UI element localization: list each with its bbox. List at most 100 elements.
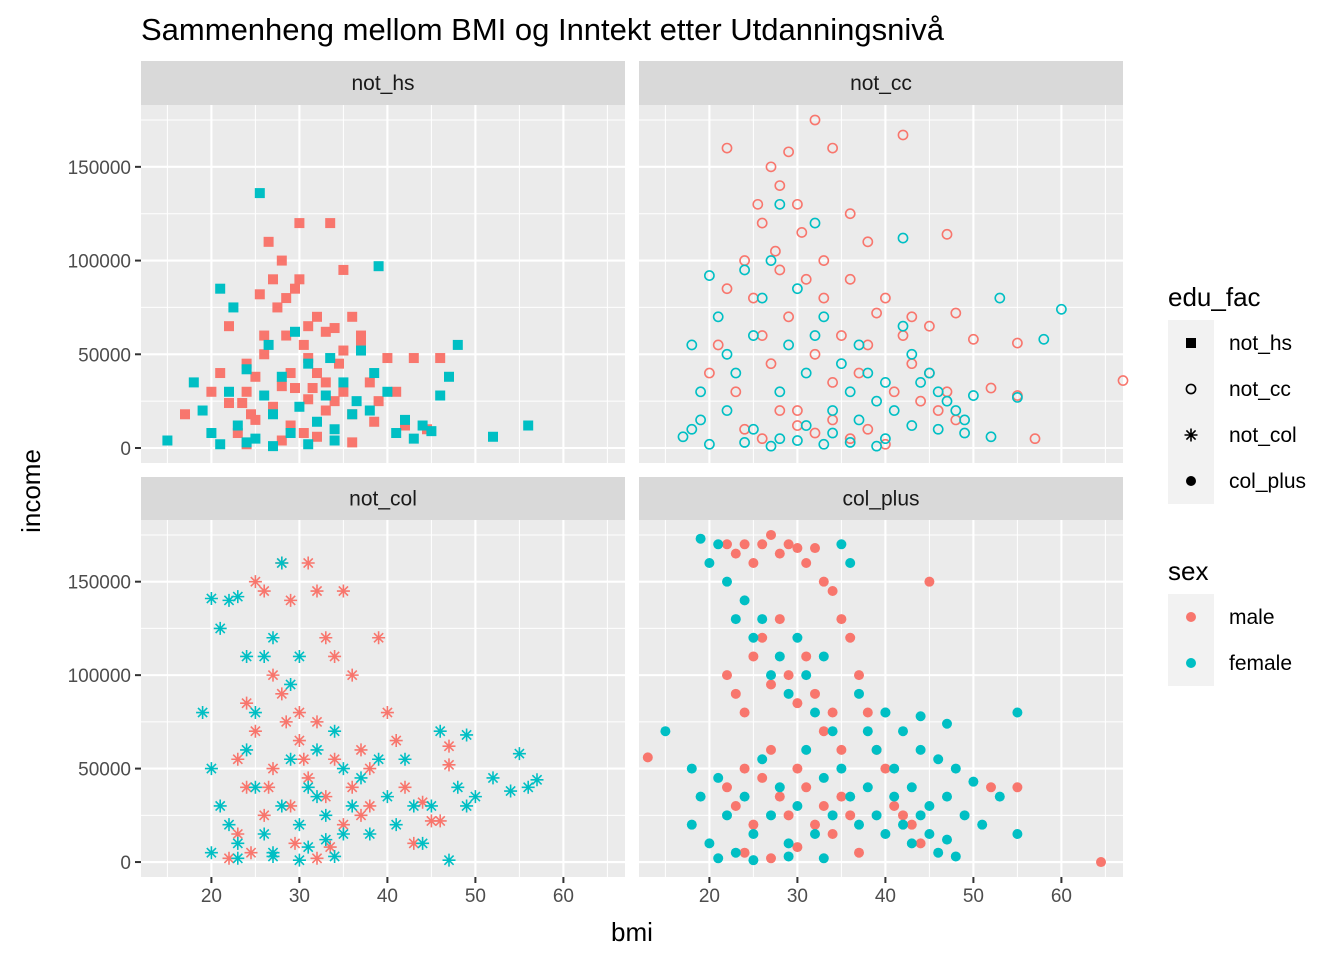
data-point-female <box>950 405 962 416</box>
data-point-male <box>766 744 776 755</box>
data-point-male <box>294 274 305 285</box>
data-point-male <box>354 743 368 757</box>
data-point-female <box>871 395 882 407</box>
data-point-female <box>328 849 342 863</box>
facet-panel-not_cc: not_cc <box>639 61 1129 463</box>
data-point-female <box>809 217 821 229</box>
data-point-male <box>372 631 386 645</box>
data-point-male <box>241 358 252 369</box>
data-point-male <box>924 576 935 587</box>
data-point-female <box>774 433 786 445</box>
data-point-female <box>1012 391 1023 403</box>
data-point-male <box>389 734 403 748</box>
data-point-female <box>284 677 298 691</box>
data-point-male <box>433 814 447 828</box>
data-point-male <box>721 142 733 154</box>
legend-label: female <box>1229 652 1292 675</box>
data-point-male <box>827 377 838 388</box>
data-point-male <box>748 651 759 662</box>
data-point-female <box>871 744 882 755</box>
data-point-female <box>915 711 926 722</box>
data-point-male <box>279 715 293 729</box>
data-point-female <box>915 744 926 755</box>
data-point-female <box>765 440 777 452</box>
data-point-male <box>932 405 944 416</box>
data-point-male <box>765 161 777 173</box>
data-point-male <box>408 353 419 364</box>
data-point-female <box>241 437 252 448</box>
data-point-female <box>739 436 750 448</box>
data-point-male <box>285 420 296 431</box>
data-point-female <box>319 808 333 822</box>
data-point-female <box>442 853 456 867</box>
data-point-male <box>1012 782 1023 793</box>
data-point-female <box>888 405 900 416</box>
data-point-female <box>862 782 873 793</box>
data-point-female <box>721 405 733 416</box>
data-point-male <box>290 283 300 294</box>
data-point-female <box>275 556 289 570</box>
data-point-female <box>730 367 742 379</box>
legend-key <box>1168 366 1214 412</box>
x-tick-label: 40 <box>875 886 896 907</box>
data-point-female <box>713 539 724 550</box>
data-point-male <box>354 808 368 822</box>
data-point-female <box>204 846 218 860</box>
data-point-female <box>713 772 724 783</box>
data-point-male <box>792 763 803 774</box>
data-point-female <box>276 371 287 382</box>
data-point-female <box>871 440 882 452</box>
data-point-male <box>739 539 750 550</box>
data-point-female <box>389 818 403 832</box>
data-point-male <box>312 311 322 322</box>
data-point-male <box>222 851 236 865</box>
data-point-female <box>345 799 359 813</box>
data-point-female <box>721 348 733 360</box>
x-tick-label: 60 <box>553 886 574 907</box>
data-point-female <box>748 632 759 643</box>
data-point-female <box>854 688 864 699</box>
data-point-female <box>204 592 218 606</box>
data-points <box>642 529 1106 868</box>
data-point-female <box>325 353 336 364</box>
facet-panels: not_hs not_cc not_col col_plus <box>141 61 1129 877</box>
data-point-male <box>801 782 812 793</box>
facet-strip <box>141 477 625 520</box>
data-point-male <box>275 687 289 701</box>
data-point-male <box>310 851 324 865</box>
data-point-male <box>241 386 252 397</box>
data-point-female <box>985 431 997 443</box>
data-point-female <box>774 782 785 793</box>
data-point-male <box>950 307 962 319</box>
data-point-female <box>748 330 759 341</box>
data-point-female <box>248 706 262 720</box>
data-point-female <box>512 747 526 761</box>
data-point-male <box>836 744 847 755</box>
data-point-male <box>796 227 808 238</box>
data-point-male <box>347 311 358 322</box>
data-point-female <box>290 326 300 337</box>
data-point-male <box>248 575 262 589</box>
data-point-female <box>1012 829 1023 840</box>
data-point-female <box>382 386 393 397</box>
data-point-male <box>889 800 900 811</box>
data-point-female <box>880 707 891 718</box>
data-point-male <box>263 236 274 247</box>
data-point-male <box>818 576 829 587</box>
data-point-female <box>329 424 340 435</box>
data-point-male <box>276 381 287 392</box>
data-point-female <box>460 799 474 813</box>
data-point-male <box>266 762 280 776</box>
data-point-male <box>801 651 812 662</box>
data-point-female <box>398 752 412 766</box>
data-point-female <box>906 838 917 849</box>
data-point-male <box>810 819 820 830</box>
y-tick-label: 0 <box>120 439 131 460</box>
data-point-female <box>257 827 271 841</box>
data-point-female <box>329 435 340 446</box>
x-tick-label: 20 <box>699 886 720 907</box>
data-point-female <box>748 829 759 840</box>
data-point-female <box>460 728 474 742</box>
data-point-male <box>985 382 997 394</box>
